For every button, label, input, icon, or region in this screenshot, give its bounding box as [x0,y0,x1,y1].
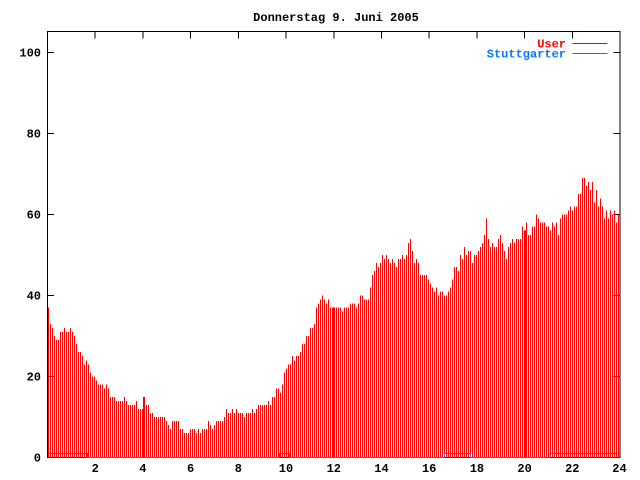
svg-text:10: 10 [279,462,293,476]
svg-text:0: 0 [34,452,41,466]
svg-text:14: 14 [374,462,388,476]
svg-text:16: 16 [422,462,436,476]
svg-text:6: 6 [187,462,194,476]
svg-text:20: 20 [517,462,531,476]
svg-text:40: 40 [27,290,41,304]
svg-text:24: 24 [612,462,626,476]
svg-text:20: 20 [27,371,41,385]
svg-text:22: 22 [565,462,579,476]
svg-text:User: User [537,38,566,52]
svg-text:12: 12 [327,462,341,476]
svg-text:Stuttgarter: Stuttgarter [487,48,566,62]
svg-text:4: 4 [139,462,146,476]
svg-text:18: 18 [470,462,484,476]
svg-text:8: 8 [235,462,242,476]
svg-text:60: 60 [27,209,41,223]
svg-text:Donnerstag 9. Juni 2005: Donnerstag 9. Juni 2005 [253,11,419,25]
svg-text:100: 100 [19,47,41,61]
svg-text:80: 80 [27,128,41,142]
svg-text:2: 2 [92,462,99,476]
